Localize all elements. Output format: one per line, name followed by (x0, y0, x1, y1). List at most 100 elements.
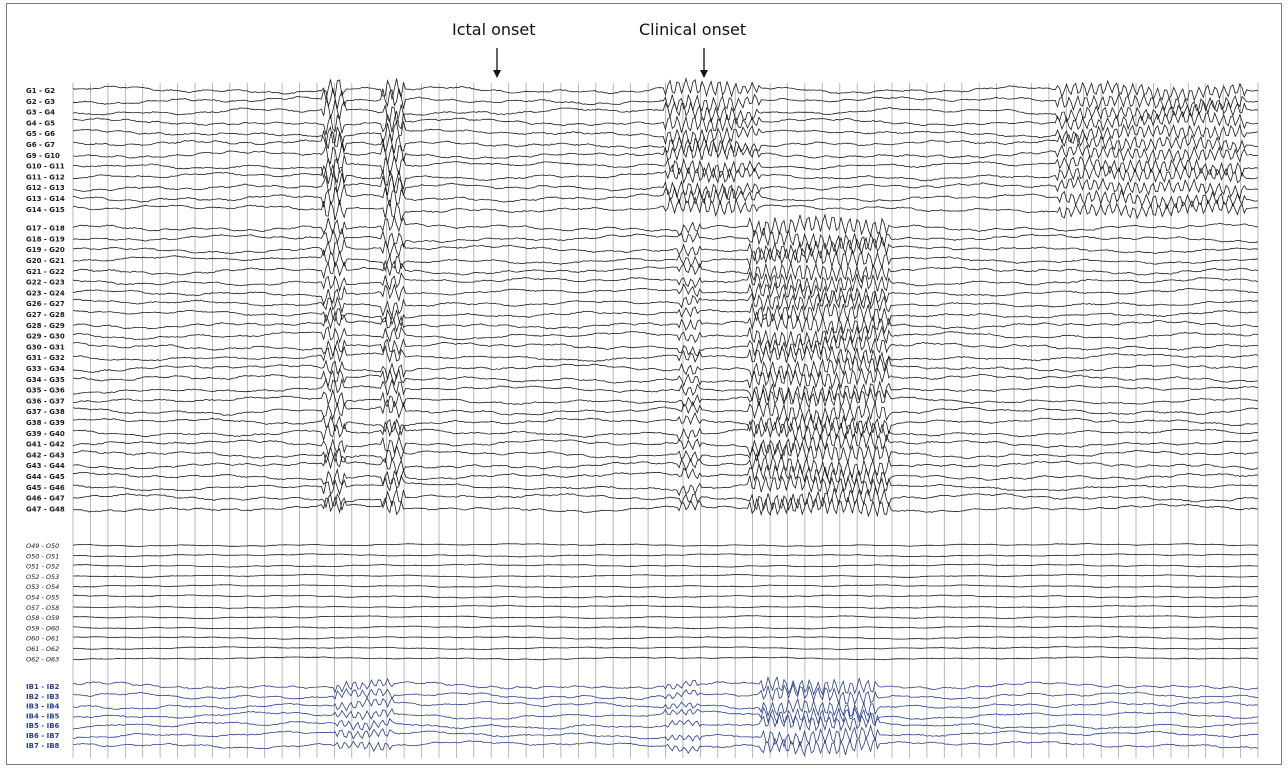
channel-label: G30 - G31 (26, 343, 65, 351)
eeg-trace (72, 213, 1259, 237)
channel-label: O59 - O60 (26, 624, 59, 632)
eeg-trace (72, 291, 1259, 318)
onset-annotations: Ictal onset Clinical onset (0, 0, 1288, 80)
onset-arrows (493, 48, 708, 78)
channel-label: G43 - G44 (26, 462, 65, 470)
eeg-trace (72, 420, 1259, 443)
channel-label: G6 - G7 (26, 141, 55, 149)
channel-label: G28 - G29 (26, 322, 65, 330)
eeg-trace (72, 387, 1259, 410)
channel-label: G21 - G22 (26, 268, 65, 276)
channel-label: IB2 - IB3 (26, 693, 60, 701)
eeg-trace (73, 366, 1258, 390)
figure-frame (6, 3, 1282, 765)
channel-label: O50 - O51 (26, 552, 59, 560)
channel-label: G44 - G45 (26, 473, 65, 481)
channel-label: G31 - G32 (26, 354, 65, 362)
eeg-trace (72, 172, 1259, 201)
channel-label: G18 - G19 (26, 235, 65, 243)
channel-label: G26 - G27 (26, 300, 65, 308)
channel-label: G34 - G35 (26, 376, 65, 384)
channel-label: G22 - G23 (26, 279, 65, 287)
eeg-trace (72, 646, 1259, 650)
eeg-trace (72, 463, 1259, 487)
eeg-trace (73, 625, 1259, 630)
eeg-trace (72, 163, 1259, 190)
channel-label: G13 - G14 (26, 195, 65, 203)
ictal-onset-label: Ictal onset (452, 20, 536, 39)
channel-label: G20 - G21 (26, 257, 65, 265)
eeg-trace (72, 77, 1259, 102)
channel-label: G23 - G24 (26, 289, 65, 297)
channel-label: IB6 - IB7 (26, 732, 60, 740)
eeg-trace (73, 604, 1259, 609)
channel-label: O53 - O54 (26, 583, 59, 591)
eeg-trace (72, 281, 1258, 306)
channel-label: IB4 - IB5 (26, 712, 60, 720)
eeg-trace (72, 615, 1259, 620)
eeg-trace (72, 594, 1259, 599)
channel-label: G1 - G2 (26, 87, 55, 95)
channel-label: IB5 - IB6 (26, 722, 60, 730)
channel-label: G10 - G11 (26, 163, 65, 171)
eeg-trace (72, 431, 1259, 458)
channel-label: O51 - O52 (26, 563, 59, 571)
eeg-trace (72, 656, 1259, 661)
eeg-trace (72, 235, 1259, 261)
eeg-trace (72, 302, 1259, 328)
channel-label: O57 - O58 (26, 604, 59, 612)
channel-label: G27 - G28 (26, 311, 65, 319)
channel-label: G33 - G34 (26, 365, 65, 373)
eeg-trace (72, 246, 1259, 272)
eeg-trace (73, 675, 1259, 696)
eeg-trace (72, 259, 1259, 284)
channel-label: G12 - G13 (26, 184, 65, 192)
channel-label: O61 - O62 (26, 645, 59, 653)
eeg-trace (72, 473, 1259, 497)
eeg-trace (72, 98, 1259, 126)
onset-arrow-head (493, 70, 501, 78)
channel-label: G36 - G37 (26, 397, 65, 405)
eeg-trace (72, 450, 1259, 480)
eeg-trace (72, 334, 1259, 358)
eeg-trace (72, 195, 1259, 222)
channel-label: IB3 - IB4 (26, 703, 60, 711)
channel-label: IB1 - IB2 (26, 683, 60, 691)
channel-label: G46 - G47 (26, 495, 65, 503)
eeg-trace (72, 271, 1259, 295)
eeg-trace (72, 87, 1259, 114)
eeg-trace (72, 486, 1259, 512)
channel-label: IB7 - IB8 (26, 742, 60, 750)
clinical-onset-label: Clinical onset (639, 20, 747, 39)
channel-label: O62 - O63 (26, 655, 59, 663)
eeg-trace (72, 696, 1259, 720)
channel-label: G4 - G5 (26, 119, 55, 127)
channel-label: G19 - G20 (26, 246, 65, 254)
eeg-trace (72, 442, 1259, 465)
channel-label: G2 - G3 (26, 98, 55, 106)
channel-label: G11 - G12 (26, 173, 65, 181)
channel-label: G3 - G4 (26, 109, 55, 117)
eeg-trace (72, 377, 1259, 405)
eeg-trace (72, 411, 1259, 437)
eeg-trace (72, 227, 1259, 252)
channel-label: G17 - G18 (26, 225, 65, 233)
channel-label: G29 - G30 (26, 333, 65, 341)
channel-label: O58 - O59 (26, 614, 59, 622)
channel-label: G45 - G46 (26, 484, 65, 492)
channel-label: G38 - G39 (26, 419, 65, 427)
eeg-trace (72, 495, 1259, 518)
channel-label: G9 - G10 (26, 152, 60, 160)
eeg-trace (72, 142, 1259, 165)
eeg-trace (72, 155, 1259, 179)
channel-label: O60 - O61 (26, 635, 59, 643)
eeg-traces (72, 77, 1259, 757)
channel-label: G41 - G42 (26, 441, 65, 449)
eeg-trace (72, 553, 1259, 558)
eeg-trace (73, 324, 1259, 349)
eeg-trace (72, 636, 1259, 640)
eeg-trace (72, 736, 1259, 757)
eeg-trace (72, 711, 1259, 732)
channel-label: G37 - G38 (26, 408, 65, 416)
